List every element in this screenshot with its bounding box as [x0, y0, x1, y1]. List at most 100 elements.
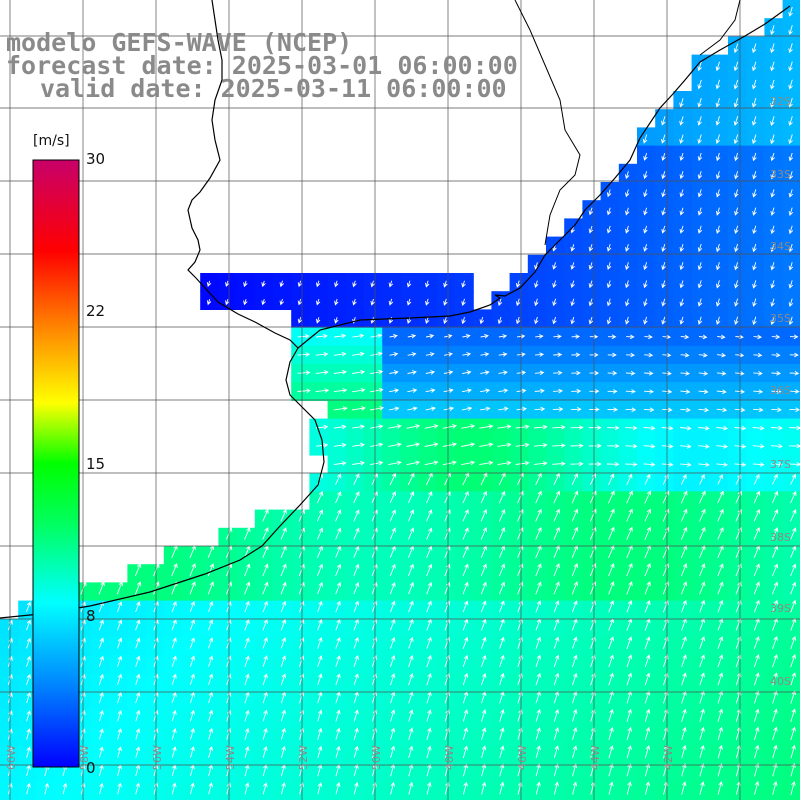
wind-arrow	[461, 316, 466, 325]
wind-arrow	[352, 460, 365, 466]
wind-arrow	[715, 280, 721, 289]
wind-arrow	[589, 508, 597, 522]
wind-arrow	[770, 207, 775, 216]
wind-arrow	[390, 727, 396, 740]
wind-arrow	[644, 672, 651, 686]
wind-arrow	[790, 726, 796, 741]
wind-arrow	[753, 636, 760, 650]
wind-arrow	[625, 225, 630, 234]
color-legend	[32, 159, 80, 768]
wind-arrow	[480, 406, 491, 412]
wind-arrow	[408, 618, 414, 631]
wind-arrow	[606, 225, 612, 234]
wind-arrow	[753, 527, 761, 540]
wind-arrow	[625, 443, 638, 449]
wind-arrow	[535, 600, 542, 613]
wind-arrow	[570, 425, 584, 430]
wind-arrow	[262, 527, 269, 540]
wind-arrow	[606, 316, 612, 325]
wind-arrow	[771, 371, 782, 376]
wind-arrow	[698, 425, 710, 431]
wind-arrow	[752, 298, 757, 307]
wind-arrow	[643, 243, 648, 252]
wind-arrow	[644, 708, 651, 722]
wind-arrow	[788, 207, 794, 216]
wind-arrow	[315, 442, 329, 448]
wind-arrow	[262, 745, 268, 758]
wind-arrow	[389, 673, 396, 686]
wind-arrow	[734, 152, 739, 162]
wind-arrow	[425, 406, 436, 411]
wind-arrow	[699, 526, 706, 540]
wind-arrow	[135, 655, 141, 667]
wind-arrow	[788, 25, 793, 35]
wind-arrow	[681, 672, 687, 686]
wind-arrow	[571, 490, 579, 504]
wind-arrow	[444, 527, 451, 540]
wind-arrow	[589, 563, 597, 577]
wind-arrow	[661, 152, 666, 161]
wind-arrow	[461, 424, 476, 429]
wind-arrow	[171, 728, 177, 740]
wind-arrow	[371, 636, 378, 649]
wind-arrow	[244, 782, 250, 795]
wind-arrow	[153, 728, 159, 740]
wind-arrow	[751, 97, 757, 108]
wind-cell	[327, 473, 347, 492]
wind-arrow	[462, 352, 472, 357]
wind-arrow	[135, 746, 141, 758]
wind-arrow	[535, 334, 544, 339]
wind-arrow	[734, 225, 739, 235]
wind-arrow	[389, 600, 396, 613]
wind-arrow	[499, 636, 505, 649]
wind-arrow	[353, 581, 360, 595]
wind-arrow	[480, 388, 491, 393]
wind-arrow	[498, 563, 506, 577]
wind-arrow	[481, 781, 487, 795]
wind-arrow	[788, 6, 793, 17]
wind-arrow	[370, 460, 384, 466]
wind-arrow	[752, 462, 765, 467]
wind-arrow	[643, 407, 655, 413]
lon-label: 42W	[662, 745, 675, 770]
wind-arrow	[772, 762, 778, 777]
wind-arrow	[753, 563, 760, 577]
wind-arrow	[698, 444, 710, 449]
wind-arrow	[753, 726, 760, 741]
wind-arrow	[770, 443, 783, 449]
wind-arrow	[335, 655, 341, 667]
wind-arrow	[770, 462, 783, 467]
wind-arrow	[244, 746, 250, 758]
wind-arrow	[535, 508, 542, 522]
wind-arrow	[498, 388, 509, 394]
wind-arrow	[481, 727, 487, 740]
wind-arrow	[298, 618, 305, 631]
wind-arrow	[171, 601, 177, 613]
wind-arrow	[553, 727, 560, 740]
wind-arrow	[297, 317, 303, 324]
wind-arrow	[98, 691, 104, 704]
wind-arrow	[99, 782, 104, 795]
wind-arrow	[298, 637, 305, 649]
wind-arrow	[117, 782, 122, 795]
wind-arrow	[315, 370, 329, 375]
wind-arrow	[389, 636, 396, 649]
wind-arrow	[353, 618, 359, 631]
wind-arrow	[207, 637, 214, 649]
wind-arrow	[480, 563, 487, 577]
wind-arrow	[625, 316, 630, 325]
wind-arrow	[425, 388, 436, 393]
wind-arrow	[408, 673, 414, 686]
wind-arrow	[135, 709, 141, 722]
wind-arrow	[626, 600, 633, 613]
wind-arrow	[716, 425, 729, 431]
wind-arrow	[571, 508, 579, 522]
wind-arrow	[772, 744, 778, 759]
wind-arrow	[370, 424, 384, 429]
wind-arrow	[754, 744, 760, 759]
wind-arrow	[62, 782, 68, 795]
wind-arrow	[553, 508, 560, 522]
wind-arrow	[717, 744, 723, 759]
wind-arrow	[352, 298, 357, 306]
wind-arrow	[771, 490, 779, 504]
